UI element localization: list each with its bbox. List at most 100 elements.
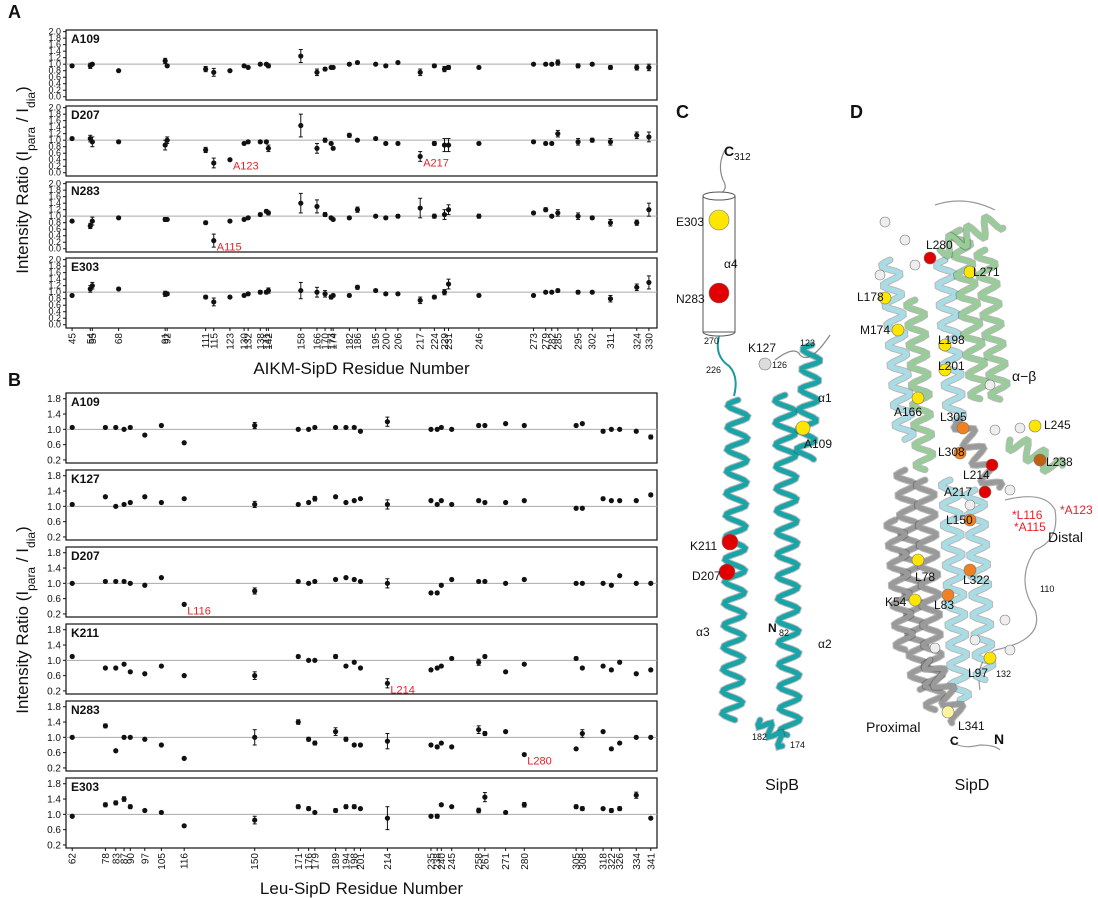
point (438, 740, 444, 746)
point (384, 738, 391, 744)
point (543, 140, 549, 147)
residue-sphere (879, 216, 891, 228)
point (322, 66, 328, 72)
point (503, 809, 509, 816)
subplot-title: A109 (71, 32, 100, 46)
y-tick-label: 1.8 (48, 185, 61, 195)
point (69, 580, 75, 586)
point (579, 806, 585, 812)
point (573, 804, 579, 810)
point (555, 131, 561, 137)
y-tick-label: 0.4 (48, 155, 61, 165)
sipd-loops (934, 200, 1057, 751)
point (245, 64, 251, 71)
loop (978, 496, 1057, 691)
y-tick-label: 0.6 (48, 148, 61, 158)
structure-label: *A115 (1014, 520, 1046, 534)
point (227, 218, 233, 224)
point (589, 61, 595, 67)
helix (934, 257, 966, 423)
structure-label: K211 (690, 539, 717, 553)
helix (974, 247, 1010, 402)
x-tick-label: 217 (416, 333, 427, 350)
point (441, 211, 448, 218)
y-tick-label: 0.6 (48, 300, 61, 310)
point (445, 281, 452, 287)
plot-frame (65, 29, 658, 101)
point (314, 69, 320, 75)
point (482, 499, 488, 506)
point (634, 132, 640, 138)
point (306, 499, 312, 506)
point (449, 501, 455, 508)
point (343, 499, 349, 506)
point (121, 796, 127, 802)
point (503, 421, 509, 427)
point (384, 501, 391, 508)
plot-frame (65, 105, 658, 177)
point (438, 582, 444, 588)
point (298, 53, 304, 59)
point (395, 291, 401, 297)
y-tick-label: 1.0 (48, 211, 61, 221)
point (608, 498, 614, 504)
point (181, 601, 187, 607)
loop (934, 200, 996, 211)
y-tick-label: 0.2 (48, 313, 61, 323)
residue-sphere (929, 642, 941, 654)
point (549, 61, 555, 67)
x-tick-label: 224 (430, 333, 441, 350)
structure-label: E303 (676, 215, 704, 229)
residue-sphere (718, 563, 736, 581)
structure-label: L214 (963, 468, 990, 482)
subplot-title: N283 (71, 184, 100, 198)
point (330, 145, 336, 151)
point (434, 744, 440, 750)
point (573, 746, 579, 752)
subplot-title: K127 (71, 472, 100, 486)
point (431, 140, 437, 147)
point (312, 740, 318, 746)
point (227, 68, 233, 74)
y-axis-title-part: dia (24, 532, 38, 548)
residue-sphere (874, 269, 886, 281)
y-tick-label: 2.0 (48, 255, 61, 265)
point (476, 727, 482, 733)
structure-label: 126 (772, 360, 787, 370)
point (121, 734, 127, 740)
point (589, 289, 595, 295)
y-tick-label: 1.0 (48, 59, 61, 69)
point (211, 69, 217, 75)
point (241, 63, 247, 69)
y-tick-label: 1.0 (47, 810, 61, 821)
point (357, 578, 364, 585)
y-tick-label: 0.8 (48, 66, 61, 76)
y-tick-label: 1.6 (48, 268, 61, 278)
point (428, 426, 434, 432)
point (332, 807, 339, 814)
point (383, 63, 389, 69)
point (351, 498, 357, 504)
point (600, 729, 606, 735)
point (608, 426, 614, 432)
y-tick-label: 1.4 (47, 795, 61, 806)
point (633, 792, 639, 798)
point (438, 424, 444, 431)
point (306, 736, 312, 742)
point (116, 215, 122, 221)
point (431, 294, 437, 300)
point (438, 802, 444, 808)
residue-sphere (963, 513, 977, 527)
point (142, 582, 148, 588)
y-tick-label: 0.6 (47, 594, 61, 605)
point (555, 59, 561, 66)
x-tick-label: 176 (304, 853, 315, 870)
structure-label: K127 (748, 341, 776, 355)
x-tick-label: 130 (240, 333, 251, 350)
point (252, 501, 258, 508)
residue-sphere (1004, 644, 1016, 656)
point (181, 823, 187, 829)
x-tick-label: 138 (256, 333, 267, 350)
y-tick-label: 0.6 (47, 748, 61, 759)
point (121, 661, 127, 667)
